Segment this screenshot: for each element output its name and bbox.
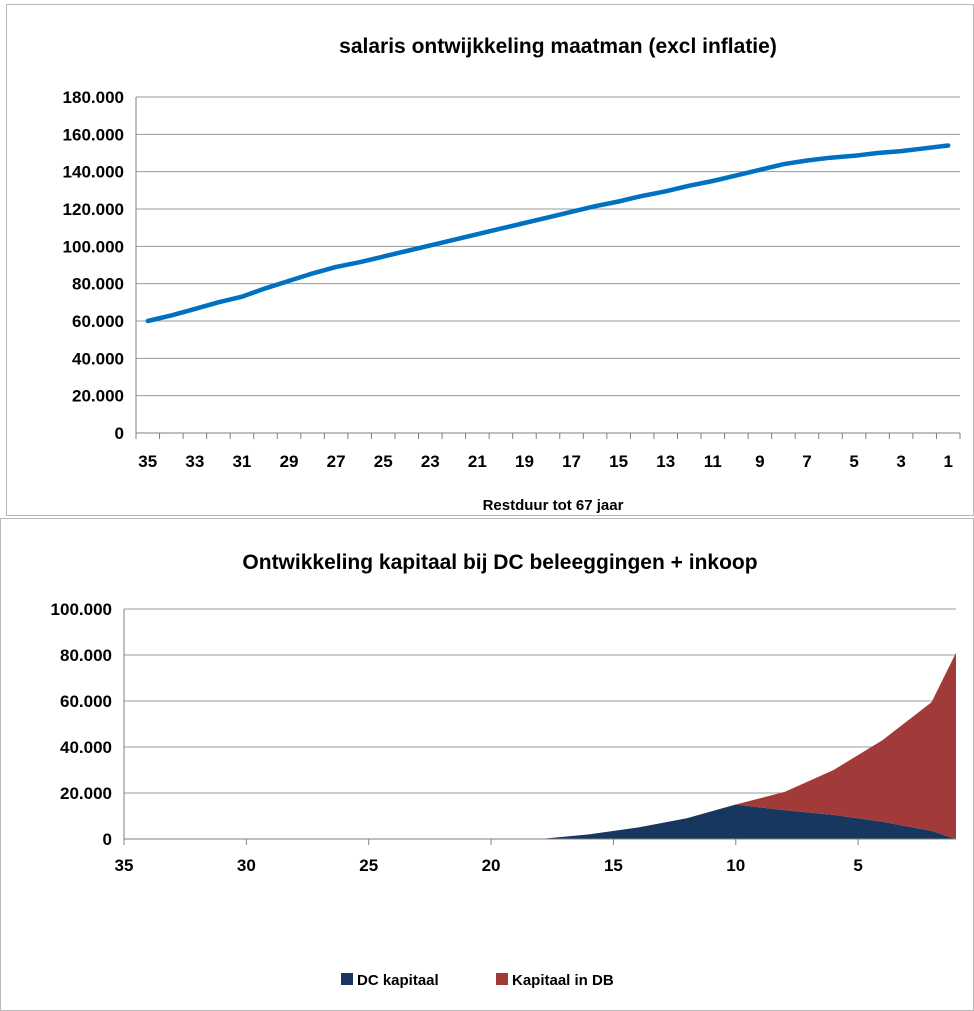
- x-tick-label: 15: [609, 452, 628, 471]
- salary-series-line: [145, 143, 951, 324]
- area-series-1: [124, 804, 956, 839]
- x-tick-label: 7: [802, 452, 811, 471]
- x-tick-label: 35: [115, 856, 134, 875]
- y-tick-label: 60.000: [60, 692, 112, 711]
- y-tick-label: 0: [103, 830, 112, 849]
- x-tick-label: 23: [421, 452, 440, 471]
- area-series-2: [124, 652, 956, 839]
- x-tick-label: 5: [853, 856, 862, 875]
- x-tick-label: 33: [185, 452, 204, 471]
- x-tick-label: 29: [280, 452, 299, 471]
- y-tick-label: 100.000: [63, 237, 124, 256]
- y-tick-label: 180.000: [63, 88, 124, 107]
- x-tick-label: 15: [604, 856, 623, 875]
- salary-line-chart: salaris ontwijkkeling maatman (excl infl…: [63, 35, 961, 514]
- chart-title: salaris ontwijkkeling maatman (excl infl…: [339, 35, 777, 58]
- x-tick-label: 25: [374, 452, 393, 471]
- x-tick-label: 9: [755, 452, 764, 471]
- y-tick-label: 80.000: [60, 646, 112, 665]
- x-tick-label: 35: [138, 452, 157, 471]
- y-tick-label: 100.000: [51, 600, 112, 619]
- salary-chart-panel: salaris ontwijkkeling maatman (excl infl…: [6, 4, 974, 516]
- legend-label: Kapitaal in DB: [512, 972, 614, 989]
- x-tick-label: 27: [327, 452, 346, 471]
- y-tick-label: 120.000: [63, 200, 124, 219]
- y-tick-label: 40.000: [72, 349, 124, 368]
- y-tick-label: 20.000: [72, 387, 124, 406]
- legend-swatch: [496, 973, 508, 985]
- x-tick-label: 5: [849, 452, 858, 471]
- x-axis-title: Restduur tot 67 jaar: [483, 497, 624, 514]
- y-tick-label: 140.000: [63, 163, 124, 182]
- y-tick-label: 40.000: [60, 738, 112, 757]
- x-tick-label: 13: [656, 452, 675, 471]
- x-tick-label: 25: [359, 856, 378, 875]
- y-tick-label: 80.000: [72, 275, 124, 294]
- y-tick-label: 20.000: [60, 784, 112, 803]
- x-tick-label: 30: [237, 856, 256, 875]
- y-tick-label: 160.000: [63, 125, 124, 144]
- x-tick-label: 21: [468, 452, 487, 471]
- legend-swatch: [341, 973, 353, 985]
- x-tick-label: 11: [704, 452, 722, 471]
- x-tick-label: 3: [896, 452, 905, 471]
- x-tick-label: 10: [726, 856, 745, 875]
- x-tick-label: 1: [943, 452, 952, 471]
- chart-title: Ontwikkeling kapitaal bij DC beleegginge…: [242, 551, 757, 574]
- x-tick-label: 19: [515, 452, 534, 471]
- x-tick-label: 17: [562, 452, 581, 471]
- x-tick-label: 20: [482, 856, 501, 875]
- y-tick-label: 0: [115, 424, 124, 443]
- x-tick-label: 31: [232, 452, 251, 471]
- y-tick-label: 60.000: [72, 312, 124, 331]
- legend-label: DC kapitaal: [357, 972, 439, 989]
- capital-area-chart: Ontwikkeling kapitaal bij DC beleegginge…: [51, 551, 956, 989]
- capital-chart-panel: Ontwikkeling kapitaal bij DC beleegginge…: [0, 518, 974, 1011]
